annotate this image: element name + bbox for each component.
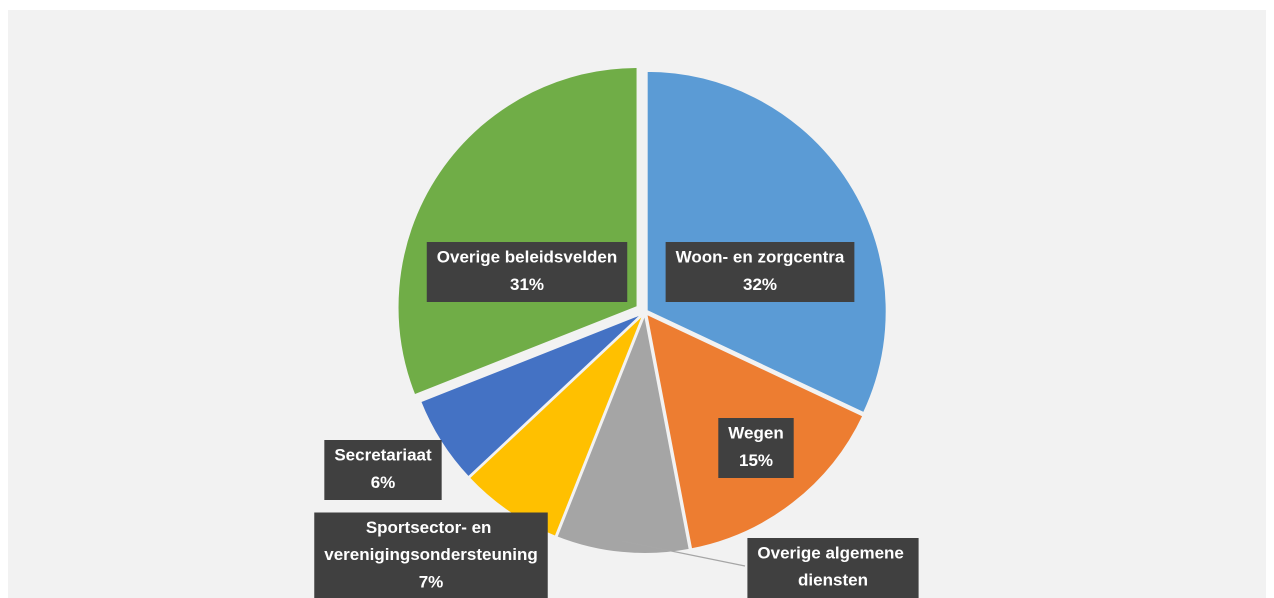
label-box xyxy=(665,242,855,302)
data-label: Sportsector- en verenigingsondersteuning… xyxy=(314,512,548,598)
data-label: Secretariaat 6% xyxy=(324,440,442,500)
category-label: Sportsector- en verenigingsondersteuning xyxy=(324,518,537,564)
label-box xyxy=(324,440,442,500)
pie-slice xyxy=(396,65,639,397)
value-label: 15% xyxy=(739,451,773,470)
leader-line xyxy=(621,540,746,567)
value-label: 7% xyxy=(419,572,444,591)
data-labels: Woon- en zorgcentra 32% Wegen 15% Overige al… xyxy=(314,242,919,598)
category-label: Wegen xyxy=(728,424,783,443)
value-label: 32% xyxy=(743,275,777,294)
pie-slice xyxy=(467,312,645,539)
label-box xyxy=(426,242,628,302)
value-label: 31% xyxy=(510,275,544,294)
category-label: Secretariaat xyxy=(334,446,432,465)
category-label: Overige beleidsvelden xyxy=(437,248,617,267)
label-box xyxy=(747,538,919,598)
data-label: Woon- en zorgcentra 32% xyxy=(665,242,855,302)
data-label: Overige beleidsvelden 31% xyxy=(426,242,628,302)
label-box xyxy=(314,512,548,598)
label-box xyxy=(718,418,794,478)
category-label: Overige algemene diensten xyxy=(757,544,908,590)
value-label: 6% xyxy=(371,473,396,492)
data-label: Overige algemene diensten xyxy=(747,538,919,598)
pie-slice xyxy=(555,310,691,555)
data-label: Wegen 15% xyxy=(718,418,794,478)
category-label: Woon- en zorgcentra xyxy=(676,248,845,267)
